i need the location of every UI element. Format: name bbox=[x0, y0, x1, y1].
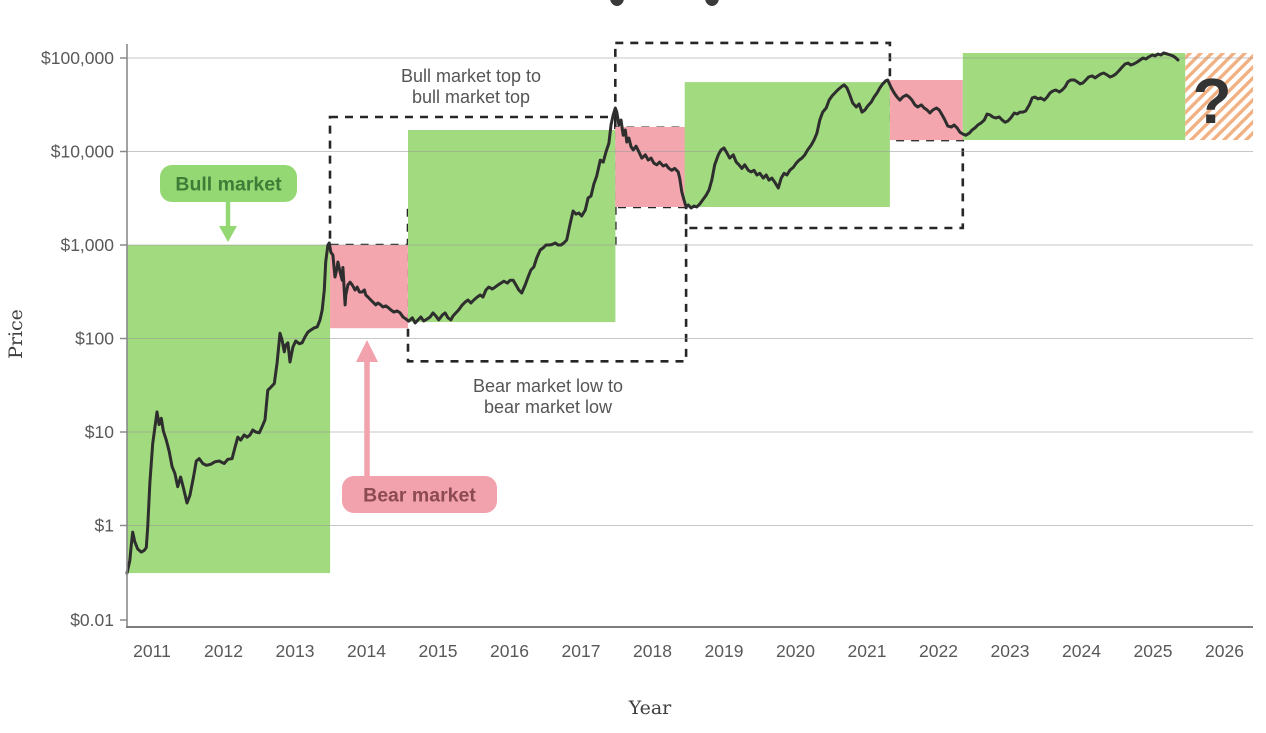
y-tick-label: $10 bbox=[85, 422, 114, 442]
x-tick-label: 2023 bbox=[991, 641, 1030, 661]
bear-low-annotation-line2: bear market low bbox=[484, 397, 613, 417]
bull-badge-label: Bull market bbox=[175, 174, 282, 196]
market-regions-layer bbox=[127, 53, 1186, 574]
bull-market-badge: Bull market bbox=[160, 165, 297, 242]
price-line-layer bbox=[125, 51, 1180, 575]
bull-arrow-down-icon bbox=[219, 202, 237, 242]
y-tick-label: $0.01 bbox=[70, 610, 114, 630]
future-hatch-region bbox=[1185, 53, 1254, 140]
x-axis-title: Year bbox=[628, 697, 672, 719]
bull-top-annotation-line1: Bull market top to bbox=[401, 66, 541, 86]
bear-badge-label: Bear market bbox=[363, 485, 476, 507]
price-line bbox=[125, 51, 1180, 575]
y-axis-title: Price bbox=[5, 309, 27, 359]
bull-region bbox=[684, 82, 890, 207]
bull-region bbox=[127, 245, 331, 574]
y-tick-label: $100,000 bbox=[41, 48, 114, 68]
bear-badge-background bbox=[342, 476, 497, 513]
bull-top-annotation: Bull market top to bull market top bbox=[401, 66, 541, 107]
x-tick-label: 2018 bbox=[633, 641, 672, 661]
axes-layer bbox=[120, 44, 1253, 628]
x-tick-label: 2015 bbox=[419, 641, 458, 661]
bear-low-annotation: Bear market low to bear market low bbox=[473, 376, 623, 417]
x-tick-label: 2021 bbox=[848, 641, 887, 661]
x-tick-label: 2016 bbox=[490, 641, 529, 661]
future-hatch-layer bbox=[1185, 53, 1254, 140]
x-tick-label: 2012 bbox=[204, 641, 243, 661]
x-tick-label: 2022 bbox=[919, 641, 958, 661]
bull-badge-background bbox=[160, 165, 297, 202]
x-tick-label: 2017 bbox=[562, 641, 601, 661]
bear-market-badge: Bear market bbox=[342, 340, 497, 513]
bear-low-annotation-line1: Bear market low to bbox=[473, 376, 623, 396]
x-tick-label: 2014 bbox=[347, 641, 386, 661]
x-tick-label: 2019 bbox=[705, 641, 744, 661]
bull-top-annotation-line2: bull market top bbox=[412, 87, 530, 107]
x-tick-label: 2024 bbox=[1062, 641, 1101, 661]
bull-region bbox=[408, 130, 616, 323]
y-tick-label: $1 bbox=[95, 516, 114, 536]
y-tick-label: $10,000 bbox=[51, 142, 115, 162]
clipped-title-descenders bbox=[610, 0, 719, 6]
gridlines-layer bbox=[127, 57, 1253, 526]
bull-region bbox=[962, 53, 1186, 140]
tick-labels-layer: $100,000 $10,000 $1,000 $100 $10 $1 $0.01 2011 2… bbox=[41, 48, 1244, 661]
bear-arrow-up-icon bbox=[356, 340, 378, 477]
x-tick-label: 2013 bbox=[276, 641, 315, 661]
bear-region bbox=[330, 245, 408, 329]
x-tick-label: 2020 bbox=[776, 641, 815, 661]
y-tick-label: $100 bbox=[75, 329, 114, 349]
y-tick-label: $1,000 bbox=[60, 235, 114, 255]
x-tick-label: 2011 bbox=[133, 641, 171, 661]
x-tick-label: 2026 bbox=[1205, 641, 1244, 661]
future-question-mark: ? bbox=[1192, 65, 1231, 137]
x-tick-label: 2025 bbox=[1134, 641, 1173, 661]
